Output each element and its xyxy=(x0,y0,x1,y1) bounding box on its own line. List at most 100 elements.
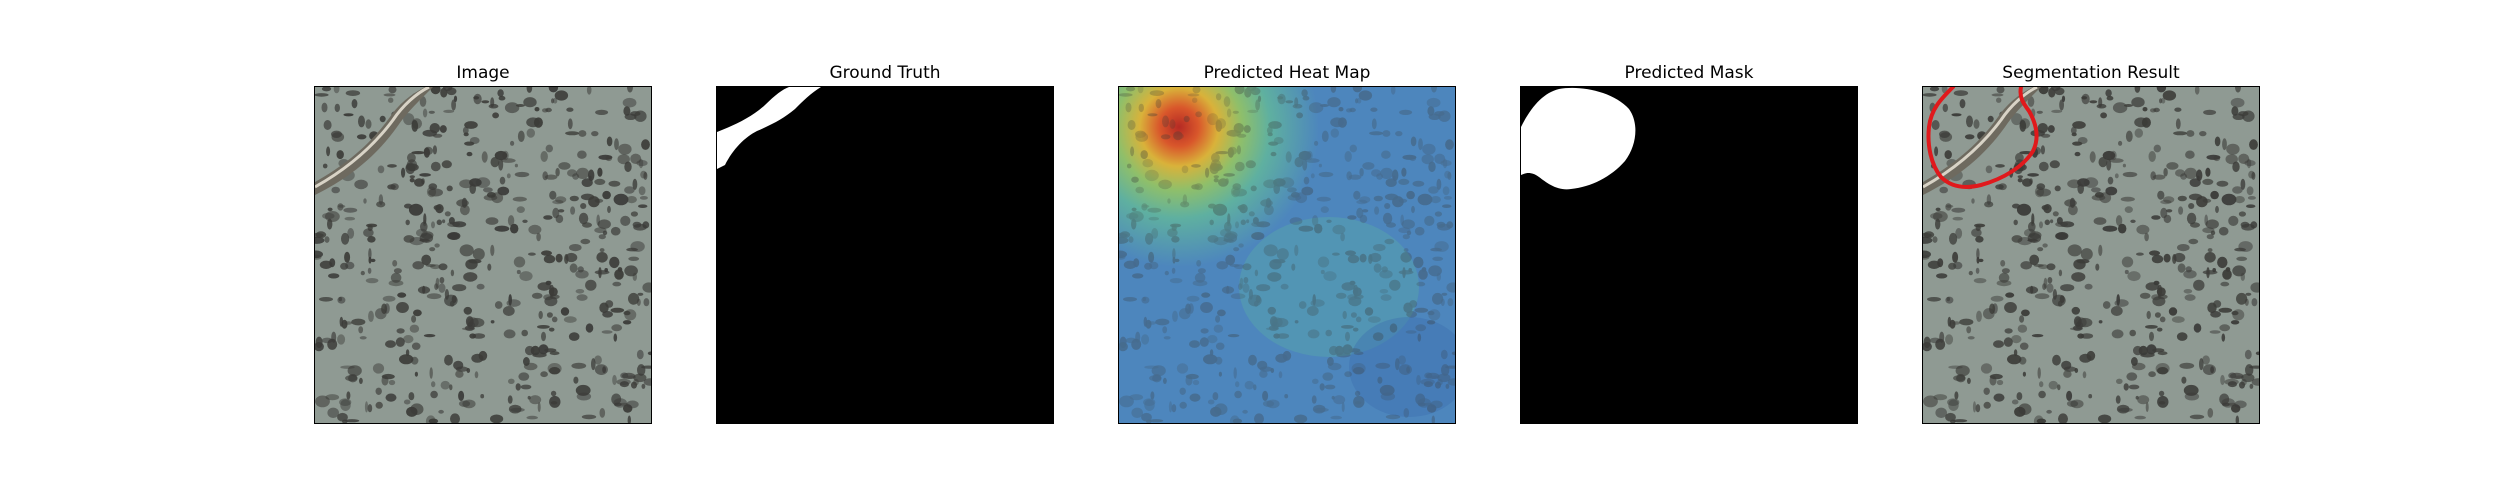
texture-spot xyxy=(447,232,461,240)
texture-spot xyxy=(359,377,363,384)
texture-spot xyxy=(406,163,419,172)
texture-spot xyxy=(2156,287,2166,297)
texture-svg xyxy=(1923,87,2259,423)
texture-spot xyxy=(1356,207,1364,219)
texture-spot xyxy=(1271,317,1283,328)
texture-spot xyxy=(1226,108,1232,118)
texture-spot xyxy=(2124,206,2133,213)
texture-spot xyxy=(1385,178,1397,187)
texture-spot xyxy=(513,256,526,268)
texture-spot xyxy=(1347,215,1357,220)
texture-spot xyxy=(2058,413,2068,423)
ground-truth-mask xyxy=(716,86,1054,424)
texture-spot xyxy=(1179,387,1186,395)
texture-spot xyxy=(647,351,651,356)
texture-spot xyxy=(627,415,631,423)
texture-spot xyxy=(2217,256,2228,269)
texture-spot xyxy=(2105,186,2118,196)
texture-spot xyxy=(608,180,621,187)
texture-spot xyxy=(2102,150,2116,161)
texture-spot xyxy=(1207,235,1219,243)
texture-spot xyxy=(612,374,617,386)
texture-spot xyxy=(565,252,578,263)
texture-spot xyxy=(1142,296,1146,302)
texture-spot xyxy=(1335,292,1347,299)
texture-spot xyxy=(1273,333,1281,339)
texture-spot xyxy=(463,272,478,282)
texture-spot xyxy=(1445,365,1455,369)
texture-spot xyxy=(1322,372,1334,381)
texture-spot xyxy=(1390,87,1396,95)
texture-spot xyxy=(439,125,447,133)
texture-spot xyxy=(2070,126,2077,134)
texture-spot xyxy=(1294,320,1299,324)
texture-spot xyxy=(1983,401,1991,409)
texture-spot xyxy=(576,294,588,301)
crack-highlight xyxy=(1923,87,2038,189)
texture-spot xyxy=(498,158,504,171)
texture-spots xyxy=(1923,87,2259,423)
texture-spot xyxy=(363,198,367,204)
texture-spot xyxy=(1342,344,1353,355)
texture-spot xyxy=(1430,400,1443,409)
texture-spot xyxy=(1946,296,1950,302)
texture-spot xyxy=(2236,292,2248,305)
texture-spot xyxy=(578,212,589,225)
texture-spot xyxy=(1438,110,1451,122)
texture-spot xyxy=(594,355,602,365)
texture-spot xyxy=(1983,387,1990,395)
texture-spot xyxy=(1426,372,1440,379)
texture-spot xyxy=(2150,108,2157,113)
texture-spot xyxy=(1978,258,1984,263)
texture-spot xyxy=(642,282,651,293)
texture-spot xyxy=(1953,375,1966,382)
texture-spot xyxy=(455,370,464,378)
texture-spot xyxy=(525,345,535,356)
texture-spot xyxy=(2227,381,2237,388)
texture-spot xyxy=(1234,161,1245,172)
texture-spot xyxy=(596,252,608,263)
texture-spot xyxy=(1223,96,1231,107)
texture-spot xyxy=(2222,402,2230,407)
texture-spot xyxy=(2175,118,2181,130)
texture-spot xyxy=(1348,174,1362,180)
texture-spot xyxy=(1359,196,1371,204)
texture-spot xyxy=(2060,221,2075,228)
texture-spot xyxy=(1213,175,1219,179)
texture-spot xyxy=(1294,244,1299,257)
texture-spot xyxy=(2163,167,2168,177)
texture-spot xyxy=(1341,402,1345,413)
texture-spot xyxy=(2247,196,2256,200)
texture-spot xyxy=(643,171,648,180)
texture-spot xyxy=(1377,376,1383,384)
texture-spot xyxy=(1162,115,1169,128)
texture-spot xyxy=(1424,215,1435,226)
texture-spot xyxy=(1207,113,1219,126)
texture-spot xyxy=(1308,102,1324,114)
texture-spot xyxy=(1348,348,1361,353)
texture-spot xyxy=(1234,87,1245,95)
texture-spot xyxy=(2059,99,2064,111)
texture-spot xyxy=(345,90,361,96)
texture-spot xyxy=(1318,171,1334,178)
texture-spot xyxy=(1125,337,1137,344)
texture-spot xyxy=(2121,256,2134,268)
texture-spot xyxy=(2060,284,2075,292)
texture-spot xyxy=(2135,395,2139,400)
texture-spot xyxy=(2142,107,2148,112)
texture-spot xyxy=(1247,87,1257,91)
texture-spot xyxy=(2232,309,2245,321)
texture-spot xyxy=(1211,152,1220,163)
texture-spot xyxy=(449,300,455,307)
texture-spot xyxy=(365,278,379,284)
texture-spot xyxy=(1966,326,1972,334)
texture-spot xyxy=(443,87,453,91)
texture-spot xyxy=(2212,268,2216,273)
texture-spot xyxy=(2066,390,2073,401)
texture-spot xyxy=(2139,292,2151,299)
texture-spot xyxy=(2236,256,2248,261)
texture-spot xyxy=(2151,294,2161,301)
texture-spot xyxy=(2011,335,2022,344)
texture-spot xyxy=(1441,364,1450,376)
texture-spot xyxy=(1171,236,1180,243)
